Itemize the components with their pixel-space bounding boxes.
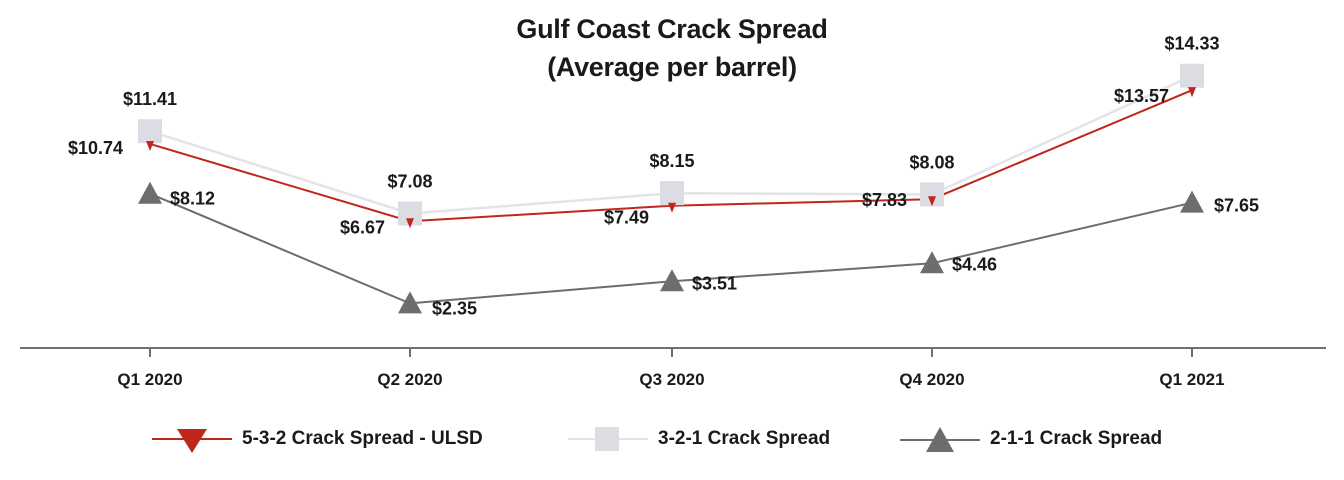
data-label-2-1-1-crack-spread-q1-2020: $8.12 bbox=[170, 189, 215, 209]
marker-5-3-2-crack-spread-ulsd-q4-2020 bbox=[928, 196, 936, 207]
marker-2-1-1-crack-spread-q4-2020 bbox=[920, 251, 944, 274]
marker-5-3-2-crack-spread-ulsd-q1-2021 bbox=[1188, 87, 1196, 98]
x-tick-label-q1-2021: Q1 2021 bbox=[1159, 370, 1224, 389]
x-tick-label-q4-2020: Q4 2020 bbox=[899, 370, 964, 389]
legend-swatch-321 bbox=[568, 427, 648, 451]
data-label-5-3-2-crack-spread-ulsd-q3-2020: $7.49 bbox=[604, 208, 649, 228]
legend-swatch-532-ulsd bbox=[152, 429, 232, 453]
data-label-5-3-2-crack-spread-ulsd-q1-2021: $13.57 bbox=[1114, 86, 1169, 106]
marker-2-1-1-crack-spread-q3-2020 bbox=[660, 269, 684, 292]
marker-5-3-2-crack-spread-ulsd-q1-2020 bbox=[146, 140, 154, 151]
x-tick-label-q3-2020: Q3 2020 bbox=[639, 370, 704, 389]
x-tick-label-q2-2020: Q2 2020 bbox=[377, 370, 442, 389]
legend-item-211: 2-1-1 Crack Spread bbox=[900, 422, 1162, 456]
chart-title: Gulf Coast Crack Spread bbox=[516, 14, 828, 44]
legend-label-532-ulsd: 5-3-2 Crack Spread - ULSD bbox=[242, 428, 483, 449]
marker-5-3-2-crack-spread-ulsd-q3-2020 bbox=[668, 202, 676, 213]
legend-item-321: 3-2-1 Crack Spread bbox=[568, 422, 830, 456]
data-label-3-2-1-crack-spread-q1-2020: $11.41 bbox=[123, 89, 177, 109]
data-label-2-1-1-crack-spread-q1-2021: $7.65 bbox=[1214, 196, 1259, 216]
line-chart: Q1 2020 Q2 2020 Q3 2020 Q4 2020 Q1 2021 $10.7… bbox=[20, 34, 1326, 389]
marker-3-2-1-crack-spread-q3-2020 bbox=[660, 181, 684, 206]
data-label-2-1-1-crack-spread-q3-2020: $3.51 bbox=[692, 273, 737, 293]
legend-label-321: 3-2-1 Crack Spread bbox=[658, 428, 831, 449]
marker-3-2-1-crack-spread-q1-2021 bbox=[1180, 63, 1204, 88]
data-label-5-3-2-crack-spread-ulsd-q2-2020: $6.67 bbox=[340, 217, 385, 237]
marker-3-2-1-crack-spread-q1-2020 bbox=[138, 119, 162, 144]
legend-item-532-ulsd: 5-3-2 Crack Spread - ULSD bbox=[152, 422, 483, 456]
legend: 5-3-2 Crack Spread - ULSD 3-2-1 Crack Sp… bbox=[0, 422, 1344, 456]
data-label-3-2-1-crack-spread-q3-2020: $8.15 bbox=[649, 151, 694, 171]
data-label-3-2-1-crack-spread-q4-2020: $8.08 bbox=[909, 152, 954, 172]
data-label-2-1-1-crack-spread-q4-2020: $4.46 bbox=[952, 254, 997, 274]
chart-subtitle: (Average per barrel) bbox=[547, 52, 797, 82]
legend-swatch-211 bbox=[900, 427, 980, 452]
x-tick-label-q1-2020: Q1 2020 bbox=[117, 370, 182, 389]
marker-2-1-1-crack-spread-q1-2021 bbox=[1180, 190, 1204, 213]
data-label-3-2-1-crack-spread-q1-2021: $14.33 bbox=[1164, 34, 1219, 54]
data-label-3-2-1-crack-spread-q2-2020: $7.08 bbox=[387, 171, 432, 191]
marker-5-3-2-crack-spread-ulsd-q2-2020 bbox=[406, 218, 414, 229]
data-label-2-1-1-crack-spread-q2-2020: $2.35 bbox=[432, 298, 477, 318]
legend-label-211: 2-1-1 Crack Spread bbox=[990, 428, 1163, 449]
marker-2-1-1-crack-spread-q1-2020 bbox=[138, 181, 162, 204]
marker-2-1-1-crack-spread-q2-2020 bbox=[398, 291, 422, 314]
data-label-5-3-2-crack-spread-ulsd-q4-2020: $7.83 bbox=[862, 190, 907, 210]
data-label-5-3-2-crack-spread-ulsd-q1-2020: $10.74 bbox=[68, 138, 123, 158]
